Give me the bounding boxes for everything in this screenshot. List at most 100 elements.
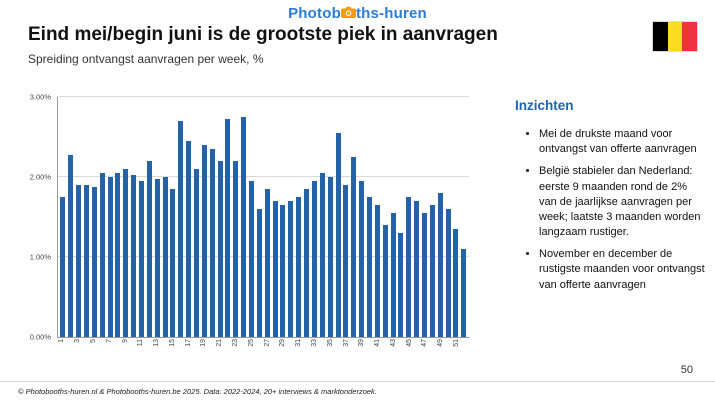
bar — [359, 181, 365, 337]
y-axis-labels: 0.00% 1.00% 2.00% 3.00% — [26, 93, 54, 342]
x-tick-label — [145, 339, 153, 359]
x-tick-label: 37 — [342, 339, 350, 347]
bar-week-5 — [90, 97, 98, 337]
x-axis-labels: 1 3 5 7 9 11 13 15 17 19 21 23 25 27 29 31 33 35 37 39 41 43 4… — [58, 339, 468, 359]
x-tick-label: 25 — [247, 339, 255, 347]
y-tick-label: 3.00% — [29, 92, 51, 102]
x-tick-label — [82, 339, 90, 359]
bar — [217, 161, 223, 337]
bar-chart: 0.00% 1.00% 2.00% 3.00% 1 3 5 7 9 11 13 15 17 19 21 23… — [26, 92, 471, 360]
bar — [461, 249, 467, 337]
x-tick-label: 35 — [326, 339, 334, 347]
bar — [335, 133, 341, 337]
bar-week-4 — [83, 97, 91, 337]
bar — [91, 186, 97, 337]
y-tick-label: 0.00% — [29, 332, 51, 342]
bar-week-6 — [98, 97, 106, 337]
bar-week-18 — [193, 97, 201, 337]
bar — [131, 175, 137, 337]
bar — [264, 189, 270, 337]
bar — [139, 181, 145, 337]
x-tick-label: 11 — [137, 339, 145, 347]
belgium-flag — [653, 22, 698, 51]
x-tick-label — [113, 339, 121, 359]
bar — [351, 157, 357, 337]
bar — [382, 225, 388, 337]
bar-week-2 — [67, 97, 75, 337]
bar — [437, 193, 443, 337]
bar-week-49 — [436, 97, 444, 337]
bar — [186, 141, 192, 337]
x-tick-label — [129, 339, 137, 359]
bar — [414, 201, 420, 337]
x-tick-label: 21 — [216, 339, 224, 347]
gridline — [58, 176, 469, 178]
bar — [319, 173, 325, 337]
bar — [76, 185, 82, 337]
bar-week-40 — [366, 97, 374, 337]
x-tick-label — [287, 339, 295, 359]
bar — [194, 169, 200, 337]
insight-bullet: November en december de rustigste maande… — [539, 247, 707, 293]
bar-week-48 — [428, 97, 436, 337]
x-tick-label: 9 — [121, 339, 129, 343]
bar — [374, 205, 380, 337]
logo: Photob ths-huren — [0, 5, 715, 22]
bar-week-26 — [255, 97, 263, 337]
bar — [272, 201, 278, 337]
x-tick-label: 15 — [168, 339, 176, 347]
x-tick-label: 51 — [452, 339, 460, 347]
x-tick-label — [208, 339, 216, 359]
bar-week-9 — [122, 97, 130, 337]
bar — [398, 233, 404, 337]
flag-stripe-black — [653, 22, 668, 51]
bar — [421, 213, 427, 337]
x-tick-label — [334, 339, 342, 359]
bar-week-52 — [460, 97, 468, 337]
bar — [170, 189, 176, 337]
bar-week-37 — [342, 97, 350, 337]
bar-week-21 — [216, 97, 224, 337]
bar — [256, 209, 262, 337]
x-tick-label: 45 — [405, 339, 413, 347]
bar — [390, 213, 396, 337]
bar-week-36 — [334, 97, 342, 337]
x-tick-label: 17 — [184, 339, 192, 347]
bar-week-15 — [169, 97, 177, 337]
bar-week-1 — [59, 97, 67, 337]
bar-week-25 — [248, 97, 256, 337]
x-tick-label: 1 — [58, 339, 66, 343]
bar — [201, 145, 207, 337]
gridline — [58, 256, 469, 258]
y-tick-label: 2.00% — [29, 172, 51, 182]
bar-week-23 — [232, 97, 240, 337]
bar — [107, 177, 113, 337]
x-tick-label: 7 — [105, 339, 113, 343]
bar — [280, 205, 286, 337]
x-tick-label: 33 — [310, 339, 318, 347]
bar-week-34 — [318, 97, 326, 337]
x-tick-label — [460, 339, 468, 359]
bar — [327, 177, 333, 337]
bar-week-28 — [271, 97, 279, 337]
bar-week-51 — [452, 97, 460, 337]
gridline — [58, 96, 469, 97]
bars-container — [59, 97, 468, 337]
bar — [146, 161, 152, 337]
bar-week-44 — [397, 97, 405, 337]
x-tick-label: 29 — [279, 339, 287, 347]
bar-week-31 — [295, 97, 303, 337]
x-tick-label: 31 — [295, 339, 303, 347]
bar — [68, 155, 74, 337]
x-tick-label — [429, 339, 437, 359]
insights-panel: Inzichten Mei de drukste maand voor ontv… — [515, 98, 707, 300]
bar — [209, 149, 215, 337]
insights-heading: Inzichten — [515, 98, 574, 113]
bar-week-16 — [177, 97, 185, 337]
bar — [60, 197, 66, 337]
bar-week-45 — [405, 97, 413, 337]
x-tick-label: 13 — [153, 339, 161, 347]
x-tick-label — [239, 339, 247, 359]
bar-week-43 — [389, 97, 397, 337]
